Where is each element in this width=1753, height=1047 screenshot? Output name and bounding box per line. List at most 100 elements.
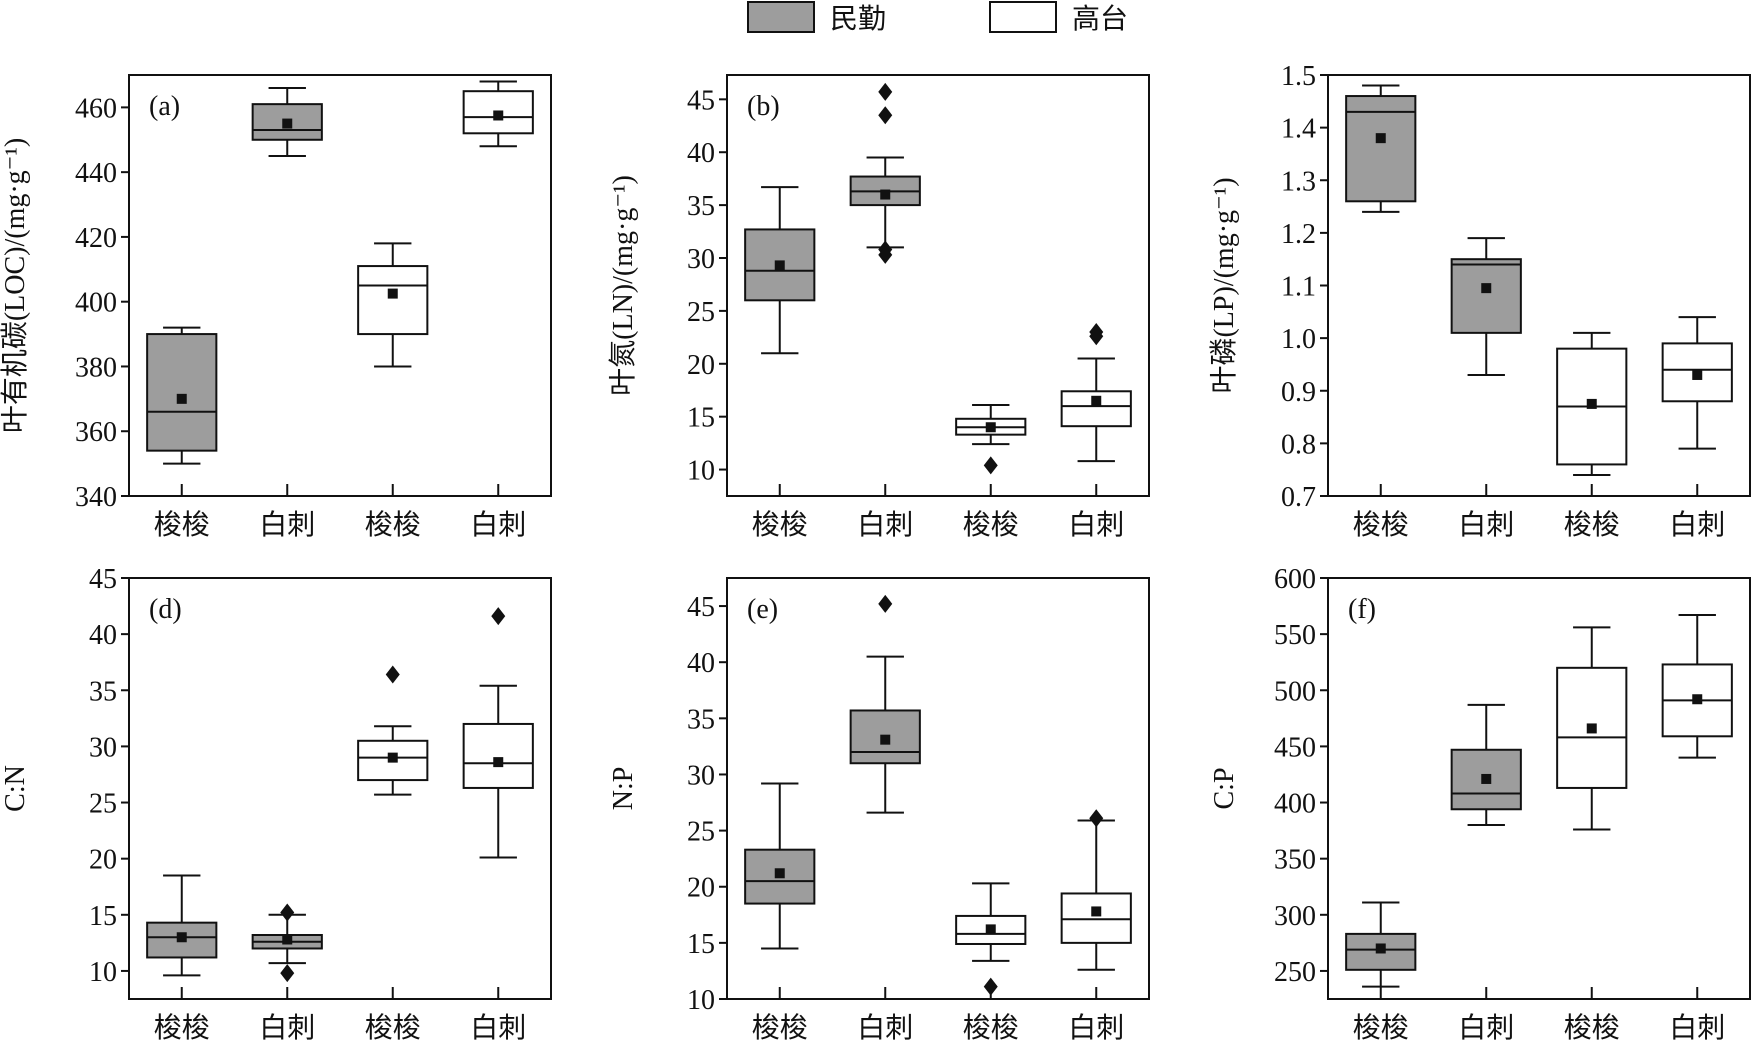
mean-marker (1091, 906, 1102, 917)
outlier-point (878, 245, 893, 264)
x-tick-label: 白刺 (1669, 509, 1725, 541)
mean-marker (985, 422, 996, 433)
x-tick-label: 梭梭 (963, 1012, 1019, 1044)
y-tick-label: 40 (89, 620, 117, 651)
plot-frame (128, 74, 552, 497)
x-tick-label: 梭梭 (963, 509, 1019, 541)
plot-frame (1327, 577, 1751, 1000)
x-tick-label: 梭梭 (752, 1012, 808, 1044)
y-tick-label: 360 (75, 417, 117, 448)
y-tick-label: 1.5 (1281, 61, 1316, 92)
y-tick-label: 45 (687, 592, 715, 623)
box-4: 白刺 (462, 607, 534, 1044)
legend-swatch-gaotai (989, 1, 1057, 33)
box-2: 白刺 (1450, 237, 1522, 541)
box-4: 白刺 (1060, 809, 1132, 1044)
box-2: 白刺 (849, 82, 921, 541)
box-1: 梭梭 (744, 186, 816, 541)
panel-label: (f) (1348, 594, 1376, 625)
y-tick-label: 40 (687, 648, 715, 679)
x-tick-label: 白刺 (857, 1012, 913, 1044)
x-tick-label: 白刺 (470, 1012, 526, 1044)
y-tick-label: 600 (1274, 564, 1316, 595)
y-tick-label: 15 (89, 901, 117, 932)
panel-label: (d) (149, 594, 182, 625)
mean-marker (1375, 133, 1386, 144)
y-tick-label: 20 (687, 350, 715, 381)
box-3: 梭梭 (357, 665, 429, 1044)
iqr-box (1450, 258, 1522, 334)
y-axis-label: 叶氮(LN)/(mg·g⁻¹) (607, 175, 639, 396)
mean-marker (1481, 283, 1492, 294)
mean-marker (774, 260, 785, 271)
mean-marker (1481, 773, 1492, 784)
mean-marker (774, 868, 785, 879)
mean-marker (493, 757, 504, 768)
y-tick-label: 45 (687, 85, 715, 116)
y-tick-label: 250 (1274, 957, 1316, 988)
y-tick-label: 1.2 (1281, 219, 1316, 250)
iqr-box (357, 265, 429, 336)
outlier-point (878, 82, 893, 101)
x-tick-label: 梭梭 (1564, 1012, 1620, 1044)
y-tick-label: 0.7 (1281, 482, 1316, 513)
iqr-box (462, 722, 534, 789)
x-tick-label: 梭梭 (1353, 509, 1409, 541)
plot-frame (726, 577, 1150, 1000)
y-tick-label: 30 (89, 732, 117, 763)
mean-marker (985, 924, 996, 935)
box-3: 梭梭 (955, 404, 1027, 541)
outlier-point (983, 977, 998, 996)
mean-marker (1586, 723, 1597, 734)
y-tick-label: 10 (687, 456, 715, 487)
outlier-point (385, 665, 400, 684)
y-tick-label: 350 (1274, 845, 1316, 876)
y-tick-label: 10 (89, 957, 117, 988)
x-tick-label: 梭梭 (154, 509, 210, 541)
y-tick-label: 300 (1274, 901, 1316, 932)
mean-marker (1586, 398, 1597, 409)
box-2: 白刺 (849, 594, 921, 1044)
x-tick-label: 白刺 (1068, 1012, 1124, 1044)
x-tick-label: 白刺 (470, 509, 526, 541)
mean-marker (387, 752, 398, 763)
y-tick-label: 20 (687, 873, 715, 904)
y-tick-label: 1.4 (1281, 114, 1316, 145)
box-2: 白刺 (251, 903, 323, 1044)
box-1: 梭梭 (744, 782, 816, 1044)
y-axis-label: 叶有机碳(LOC)/(mg·g⁻¹) (0, 138, 31, 433)
y-tick-label: 30 (687, 760, 715, 791)
y-tick-label: 25 (687, 297, 715, 328)
plot-frame (726, 74, 1150, 497)
x-tick-label: 白刺 (1458, 1012, 1514, 1044)
y-tick-label: 440 (75, 158, 117, 189)
y-axis-label: C:P (1209, 767, 1240, 809)
panel-label: (b) (747, 91, 780, 122)
box-4: 白刺 (462, 80, 534, 541)
y-tick-label: 25 (687, 817, 715, 848)
y-tick-label: 500 (1274, 676, 1316, 707)
x-tick-label: 梭梭 (365, 509, 421, 541)
box-4: 白刺 (1661, 316, 1733, 541)
plot-frame (128, 577, 552, 1000)
box-2: 白刺 (251, 86, 323, 541)
mean-marker (880, 189, 891, 200)
outlier-point (1089, 809, 1104, 828)
panel-label: (e) (747, 594, 778, 625)
mean-marker (1091, 395, 1102, 406)
outlier-point (280, 903, 295, 922)
box-3: 梭梭 (1556, 331, 1628, 541)
x-tick-label: 白刺 (259, 1012, 315, 1044)
y-tick-label: 1.0 (1281, 324, 1316, 355)
outlier-point (1089, 327, 1104, 346)
box-4: 白刺 (1661, 614, 1733, 1044)
y-tick-label: 1.3 (1281, 166, 1316, 197)
y-tick-label: 25 (89, 789, 117, 820)
legend-label-gaotai: 高台 (1072, 3, 1128, 35)
y-tick-label: 1.1 (1281, 272, 1316, 303)
outlier-point (491, 607, 506, 626)
panel-a: 340 360 380 400 420 440 460 (a) 叶有机碳(LOC)/(mg·g⁻… (0, 74, 552, 541)
y-tick-label: 450 (1274, 732, 1316, 763)
y-tick-label: 400 (1274, 789, 1316, 820)
y-tick-label: 400 (75, 288, 117, 319)
